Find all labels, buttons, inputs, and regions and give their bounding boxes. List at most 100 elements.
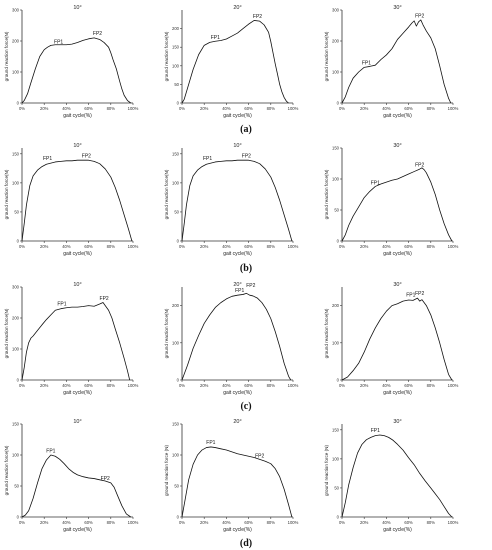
panel-11-y-tick-label: 50	[174, 484, 179, 489]
panel-7-series-line-1	[21, 302, 131, 381]
row-label-c: (c)	[240, 401, 252, 412]
panel-2-y-axis-label: ground reaction force(N)	[164, 31, 169, 81]
panel-1-x-tick-label: 100%	[128, 106, 139, 111]
panel-12-x-tick-label: 40%	[382, 520, 391, 525]
panel-10-y-tick-label: 150	[12, 422, 20, 427]
panel-3-x-tick-label: 20%	[360, 106, 369, 111]
panel-11-y-axis-label: ground reaction force (N)	[164, 445, 169, 497]
panel-8-x-tick-label: 20%	[200, 383, 209, 388]
panel-7-x-tick-label: 0%	[19, 383, 25, 388]
panel-12-x-tick-label: 100%	[448, 520, 459, 525]
panel-5-x-axis-label: gait cycle(%)	[223, 251, 252, 257]
panel-4-y-tick-label: 0	[17, 239, 20, 244]
panel-2-y-tick-label: 50	[174, 82, 179, 87]
panel-9-x-tick-label: 40%	[382, 383, 391, 388]
panel-4-annotation-fp2: FP2	[82, 153, 91, 159]
panel-2-annotation-fp1: FP1	[211, 35, 220, 41]
panel-10-annotation-fp1: FP1	[46, 449, 55, 455]
panel-4-x-tick-label: 60%	[84, 244, 93, 249]
panel-7-annotation-fp2: FP2	[100, 296, 109, 302]
panel-11-series-line-1	[181, 446, 293, 518]
panel-6-x-tick-label: 40%	[382, 244, 391, 249]
panel-11-x-tick-label: 80%	[267, 520, 276, 525]
panel-1-x-axis-label: gait cycle(%)	[63, 113, 92, 119]
panel-1-y-tick-label: 100	[12, 70, 20, 75]
panel-8-x-tick-label: 40%	[222, 383, 231, 388]
panel-10-x-tick-label: 60%	[84, 520, 93, 525]
panel-4-y-axis-label: ground reaction force(N)	[4, 169, 9, 219]
panel-6-y-tick-label: 0	[337, 239, 340, 244]
panel-7-y-tick-label: 300	[12, 285, 20, 290]
panel-4-x-tick-label: 0%	[19, 244, 25, 249]
panel-4-x-axis-label: gait cycle(%)	[63, 251, 92, 257]
panel-10-series-line-1	[21, 454, 132, 518]
panel-11-x-axis-label: gait cycle(%)	[223, 527, 252, 533]
panel-4-x-tick-label: 100%	[128, 244, 139, 249]
panel-8-y-tick-label: 100	[172, 340, 180, 345]
panel-6-x-tick-label: 100%	[448, 244, 459, 249]
panel-5-x-tick-label: 0%	[179, 244, 185, 249]
panel-10-x-tick-label: 40%	[62, 520, 71, 525]
panel-8-x-tick-label: 80%	[267, 383, 276, 388]
panel-5-y-tick-label: 50	[174, 209, 179, 214]
panel-11-y-tick-label: 150	[172, 422, 180, 427]
panel-10-x-tick-label: 80%	[107, 520, 116, 525]
panel-9-x-tick-label: 60%	[404, 383, 413, 388]
panel-1-annotation-fp1: FP1	[54, 39, 63, 45]
panel-2-y-tick-label: 200	[172, 26, 180, 31]
panel-12-y-axis-label: ground reaction force (N)	[324, 445, 329, 497]
panel-11-x-tick-label: 40%	[222, 520, 231, 525]
panel-7-y-axis-label: ground reaction force(N)	[4, 308, 9, 358]
panel-3-y-tick-label: 0	[337, 101, 340, 106]
panel-11-y-tick-label: 0	[177, 515, 180, 520]
panel-1-y-tick-label: 0	[17, 101, 20, 106]
panel-1-x-tick-label: 0%	[19, 106, 25, 111]
panel-12-title: 30°	[393, 419, 401, 425]
panel-2-x-tick-label: 20%	[200, 106, 209, 111]
panel-10-title: 10°	[73, 419, 81, 425]
panel-12-x-tick-label: 80%	[427, 520, 436, 525]
panel-2-y-tick-label: 150	[172, 45, 180, 50]
panel-11-annotation-fp1: FP1	[206, 440, 215, 446]
panel-1-x-tick-label: 40%	[62, 106, 71, 111]
panel-11-x-tick-label: 20%	[200, 520, 209, 525]
panel-8-x-tick-label: 100%	[288, 383, 299, 388]
panel-3-title: 30°	[393, 5, 401, 11]
panel-10-y-tick-label: 100	[12, 453, 20, 458]
panel-12-y-tick-label: 0	[337, 515, 340, 520]
panel-3-y-tick-label: 100	[332, 70, 340, 75]
panel-10-y-axis-label: ground reaction force(N)	[4, 445, 9, 495]
panel-9-annotation-fp1: FP1	[406, 292, 415, 298]
panel-1-x-tick-label: 80%	[107, 106, 116, 111]
panel-7-x-axis-label: gait cycle(%)	[63, 390, 92, 396]
panel-5-x-tick-label: 80%	[267, 244, 276, 249]
panel-6-series-line-1	[341, 167, 453, 242]
panel-6-annotation-fp2: FP2	[415, 163, 424, 169]
panel-7-y-tick-label: 0	[17, 378, 20, 383]
panel-9-series-line-1	[341, 297, 453, 381]
panel-5-x-tick-label: 60%	[244, 244, 253, 249]
panel-12-y-tick-label: 150	[332, 427, 340, 432]
panel-6-title: 30°	[393, 143, 401, 149]
panel-3-y-axis-label: ground reaction force(N)	[324, 31, 329, 81]
panel-9-x-axis-label: gait cycle(%)	[383, 390, 412, 396]
panel-3-x-tick-label: 80%	[427, 106, 436, 111]
panel-9-y-tick-label: 0	[337, 378, 340, 383]
panel-6-annotation-fp1: FP1	[371, 181, 380, 187]
panel-4-x-tick-label: 40%	[62, 244, 71, 249]
panel-12-x-tick-label: 20%	[360, 520, 369, 525]
panel-5-annotation-fp1: FP1	[203, 156, 212, 162]
panel-3-x-tick-label: 60%	[404, 106, 413, 111]
panel-6-x-tick-label: 20%	[360, 244, 369, 249]
panel-4-y-tick-label: 50	[14, 209, 19, 214]
panel-5-x-tick-label: 20%	[200, 244, 209, 249]
panel-6-y-axis-label: ground reaction force(N)	[324, 169, 329, 219]
panel-9-title: 30°	[393, 282, 401, 288]
panel-12-y-tick-label: 50	[334, 485, 339, 490]
panel-7-x-tick-label: 60%	[84, 383, 93, 388]
panel-6-x-axis-label: gait cycle(%)	[383, 251, 412, 257]
panel-7-annotation-fp1: FP1	[57, 302, 66, 308]
panel-2-x-tick-label: 0%	[179, 106, 185, 111]
panel-8-x-tick-label: 0%	[179, 383, 185, 388]
panel-2-x-tick-label: 100%	[288, 106, 299, 111]
